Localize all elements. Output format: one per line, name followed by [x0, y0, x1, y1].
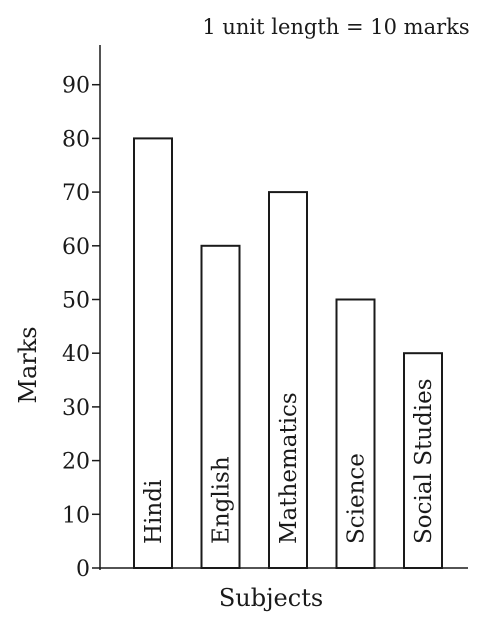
x-axis-title: Subjects: [219, 584, 323, 612]
y-tick-label: 50: [62, 289, 90, 314]
bars: Hindi English Mathematics Science Social Stu…: [133, 137, 443, 570]
bar-social-studies: [403, 352, 443, 570]
bar-english: [200, 244, 241, 570]
category-label: Social Studies: [411, 378, 437, 544]
y-tick-label: 70: [62, 181, 90, 206]
y-tick-label: 10: [62, 503, 90, 528]
category-label: English: [209, 456, 235, 544]
y-tick-label: 30: [62, 396, 90, 421]
y-axis-title: Marks: [14, 326, 42, 403]
category-label: Science: [344, 453, 370, 544]
y-ticks: 0 10 20 30 40 50 60 70 80 90: [62, 74, 100, 582]
y-tick-label: 80: [62, 127, 90, 152]
y-tick-label: 40: [62, 342, 90, 367]
scale-note: 1 unit length = 10 marks: [202, 15, 469, 39]
bar-hindi: [133, 137, 173, 569]
y-tick-label: 20: [62, 450, 90, 475]
y-tick-label: 60: [62, 235, 90, 260]
bar-science: [335, 298, 376, 569]
y-tick-label: 90: [62, 74, 90, 99]
category-label: Hindi: [141, 480, 167, 544]
y-tick-label: 0: [76, 557, 90, 582]
category-label: Mathematics: [276, 392, 302, 544]
bar-mathematics: [268, 191, 308, 569]
